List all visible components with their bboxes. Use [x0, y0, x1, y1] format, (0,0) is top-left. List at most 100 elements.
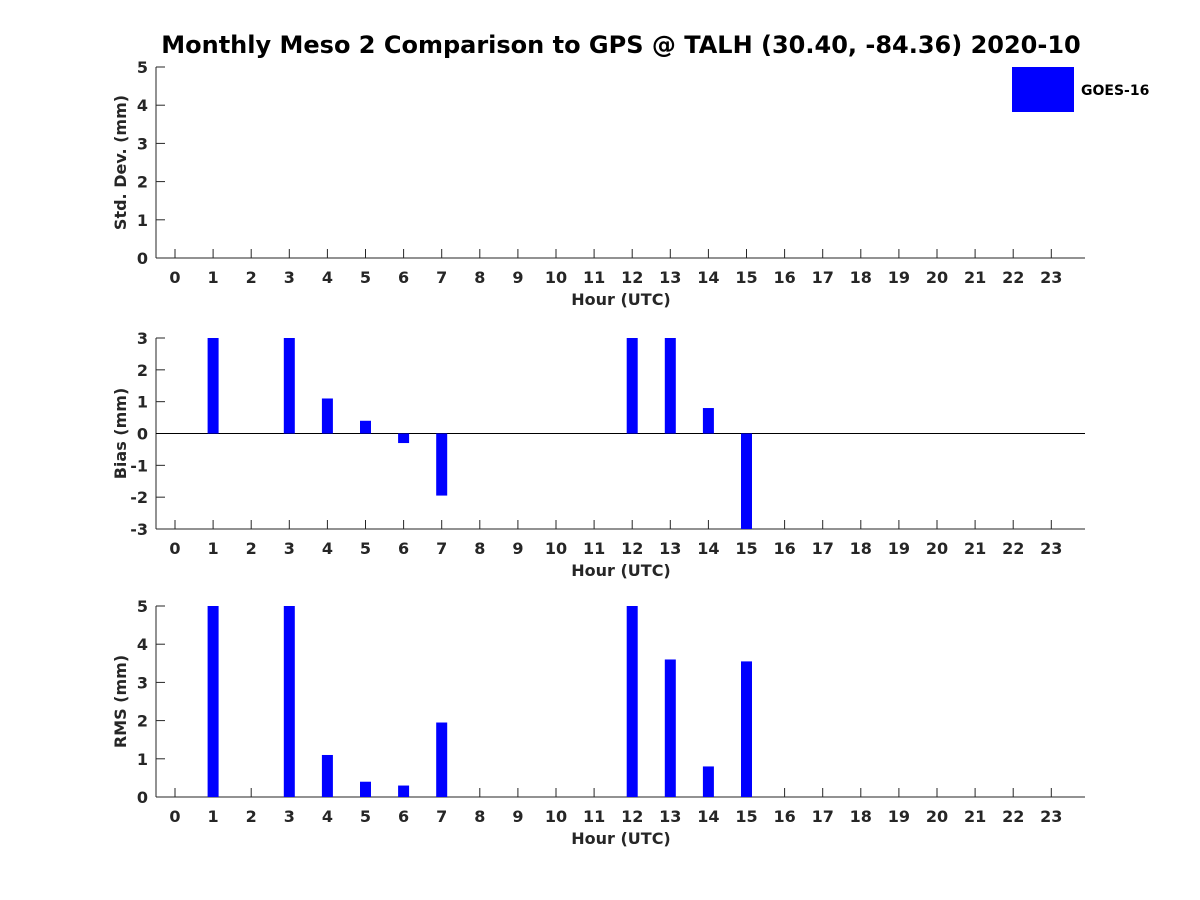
x-tick-label: 2: [246, 268, 257, 287]
x-tick-label: 5: [360, 539, 371, 558]
y-tick-label: 3: [137, 673, 148, 692]
x-tick-label: 0: [169, 539, 180, 558]
x-tick-label: 12: [621, 539, 643, 558]
x-tick-label: 14: [697, 268, 719, 287]
bar-hour-5: [360, 781, 371, 797]
x-tick-label: 1: [208, 539, 219, 558]
bar-hour-7: [436, 722, 448, 797]
x-tick-label: 18: [850, 807, 872, 826]
x-tick-label: 12: [621, 807, 643, 826]
x-tick-label: 15: [735, 268, 757, 287]
x-tick-label: 13: [659, 807, 681, 826]
x-tick-label: 7: [436, 807, 447, 826]
bar-hour-14: [702, 408, 714, 434]
y-tick-label: 0: [137, 788, 148, 807]
x-tick-label: 19: [888, 268, 910, 287]
x-tick-label: 16: [773, 807, 795, 826]
x-tick-label: 9: [512, 807, 523, 826]
bar-hour-5: [360, 420, 371, 434]
x-tick-label: 12: [621, 268, 643, 287]
bar-hour-4: [321, 398, 333, 434]
x-tick-label: 14: [697, 807, 719, 826]
x-tick-label: 19: [888, 539, 910, 558]
y-tick-label: 3: [137, 329, 148, 348]
x-tick-label: 10: [545, 807, 567, 826]
x-tick-label: 22: [1002, 807, 1024, 826]
x-tick-label: 3: [284, 539, 295, 558]
bar-hour-6: [398, 785, 410, 797]
x-tick-label: 6: [398, 539, 409, 558]
x-axis-label: Hour (UTC): [571, 561, 671, 580]
x-tick-label: 18: [850, 268, 872, 287]
x-tick-label: 0: [169, 268, 180, 287]
x-tick-label: 10: [545, 268, 567, 287]
x-tick-label: 4: [322, 539, 333, 558]
x-tick-label: 23: [1040, 539, 1062, 558]
x-tick-label: 10: [545, 539, 567, 558]
x-tick-label: 9: [512, 539, 523, 558]
x-tick-label: 21: [964, 539, 986, 558]
x-tick-label: 20: [926, 539, 948, 558]
x-tick-label: 5: [360, 268, 371, 287]
x-tick-label: 17: [812, 268, 834, 287]
x-tick-label: 11: [583, 807, 605, 826]
x-tick-label: 6: [398, 268, 409, 287]
bar-hour-7: [436, 433, 448, 496]
x-tick-label: 4: [322, 807, 333, 826]
x-tick-label: 11: [583, 539, 605, 558]
x-axis-label: Hour (UTC): [571, 829, 671, 848]
y-tick-label: 2: [137, 712, 148, 731]
y-tick-label: 4: [137, 96, 148, 115]
y-axis-label: RMS (mm): [111, 655, 130, 748]
y-tick-label: 2: [137, 173, 148, 192]
x-axis-label: Hour (UTC): [571, 290, 671, 309]
bar-hour-6: [398, 433, 410, 444]
x-tick-label: 20: [926, 807, 948, 826]
x-tick-label: 16: [773, 539, 795, 558]
x-tick-label: 23: [1040, 807, 1062, 826]
x-tick-label: 1: [208, 807, 219, 826]
x-tick-label: 22: [1002, 539, 1024, 558]
x-tick-label: 17: [812, 807, 834, 826]
x-tick-label: 8: [474, 539, 485, 558]
x-tick-label: 20: [926, 268, 948, 287]
x-tick-label: 14: [697, 539, 719, 558]
y-tick-label: -1: [130, 456, 148, 475]
x-tick-label: 13: [659, 539, 681, 558]
y-tick-label: 1: [137, 211, 148, 230]
x-tick-label: 8: [474, 807, 485, 826]
x-tick-label: 22: [1002, 268, 1024, 287]
bar-hour-1: [207, 338, 219, 434]
bar-hour-15: [741, 433, 752, 529]
x-tick-label: 2: [246, 539, 257, 558]
bar-hour-3: [283, 606, 295, 797]
x-tick-label: 17: [812, 539, 834, 558]
bar-hour-14: [702, 766, 714, 797]
y-tick-label: -2: [130, 488, 148, 507]
bar-hour-4: [321, 754, 333, 797]
x-tick-label: 21: [964, 268, 986, 287]
x-tick-label: 19: [888, 807, 910, 826]
x-tick-label: 16: [773, 268, 795, 287]
bar-hour-12: [626, 338, 638, 434]
x-tick-label: 21: [964, 807, 986, 826]
x-tick-label: 15: [735, 807, 757, 826]
y-tick-label: 0: [137, 249, 148, 268]
y-tick-label: 5: [137, 597, 148, 616]
x-tick-label: 18: [850, 539, 872, 558]
chart-title: Monthly Meso 2 Comparison to GPS @ TALH …: [161, 31, 1080, 59]
legend: GOES-16: [1012, 67, 1149, 112]
y-axis-label: Bias (mm): [111, 388, 130, 480]
x-tick-label: 9: [512, 268, 523, 287]
x-tick-label: 11: [583, 268, 605, 287]
y-tick-label: 4: [137, 635, 148, 654]
y-tick-label: 1: [137, 393, 148, 412]
x-tick-label: 4: [322, 268, 333, 287]
x-tick-label: 7: [436, 539, 447, 558]
bar-hour-3: [283, 338, 295, 434]
bar-hour-12: [626, 606, 638, 797]
legend-label: GOES-16: [1081, 83, 1149, 99]
